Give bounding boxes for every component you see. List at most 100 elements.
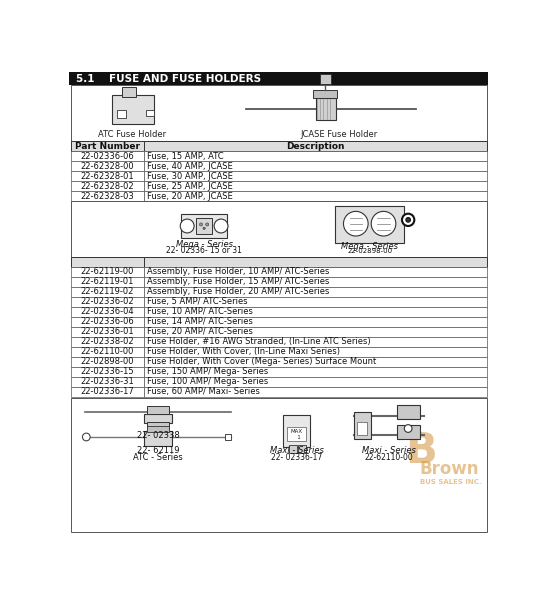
Text: 5.1    FUSE AND FUSE HOLDERS: 5.1 FUSE AND FUSE HOLDERS bbox=[76, 74, 261, 83]
Text: 22-62328-02: 22-62328-02 bbox=[81, 182, 134, 191]
Bar bbox=[147, 422, 169, 429]
Bar bbox=[289, 445, 296, 453]
Bar bbox=[144, 317, 487, 327]
Circle shape bbox=[206, 223, 209, 226]
Text: 22-62110-00: 22-62110-00 bbox=[81, 347, 134, 356]
Text: MAX
   1: MAX 1 bbox=[290, 429, 302, 440]
Text: Fuse, 20 AMP/ ATC-Series: Fuse, 20 AMP/ ATC-Series bbox=[147, 328, 253, 337]
Bar bbox=[147, 406, 169, 414]
Bar bbox=[146, 110, 154, 116]
Bar bbox=[144, 347, 487, 357]
Bar bbox=[144, 151, 487, 161]
Bar bbox=[144, 431, 172, 446]
Bar bbox=[144, 191, 487, 202]
Bar bbox=[144, 307, 487, 317]
Bar bbox=[112, 95, 154, 124]
Text: Fuse, 15 AMP, ATC: Fuse, 15 AMP, ATC bbox=[147, 152, 224, 161]
Bar bbox=[71, 297, 144, 307]
Text: Description: Description bbox=[286, 142, 345, 151]
Text: 22-02336-17: 22-02336-17 bbox=[81, 388, 134, 397]
Text: 22-02336-15: 22-02336-15 bbox=[81, 367, 134, 376]
Bar bbox=[298, 445, 306, 453]
Bar bbox=[71, 367, 144, 377]
Bar bbox=[313, 91, 337, 98]
Text: Fuse, 100 AMP/ Mega- Series: Fuse, 100 AMP/ Mega- Series bbox=[147, 377, 268, 386]
Circle shape bbox=[406, 218, 411, 222]
Bar bbox=[320, 74, 331, 83]
Text: 22-62110-00: 22-62110-00 bbox=[364, 452, 413, 461]
Bar bbox=[144, 267, 487, 277]
Text: 22-02336-04: 22-02336-04 bbox=[81, 307, 134, 316]
Text: Maxi - Series: Maxi - Series bbox=[362, 446, 416, 455]
Bar bbox=[283, 415, 311, 447]
Bar bbox=[357, 422, 367, 434]
Text: 22-02336-06: 22-02336-06 bbox=[81, 152, 134, 161]
Bar bbox=[71, 327, 144, 337]
Bar bbox=[71, 141, 144, 151]
Bar bbox=[196, 218, 212, 233]
Text: 22-02898-00: 22-02898-00 bbox=[81, 358, 134, 367]
Text: Fuse, 25 AMP, JCASE: Fuse, 25 AMP, JCASE bbox=[147, 182, 233, 191]
Bar bbox=[147, 426, 169, 433]
Text: Fuse, 40 AMP, JCASE: Fuse, 40 AMP, JCASE bbox=[147, 162, 233, 171]
Bar bbox=[71, 398, 487, 532]
Bar bbox=[71, 202, 487, 257]
Text: 22- 62119: 22- 62119 bbox=[137, 446, 179, 455]
Text: Fuse, 20 AMP, JCASE: Fuse, 20 AMP, JCASE bbox=[147, 192, 233, 201]
Text: 22-02338-02: 22-02338-02 bbox=[81, 337, 134, 346]
Text: ATC Fuse Holder: ATC Fuse Holder bbox=[98, 130, 166, 139]
Bar bbox=[159, 428, 165, 433]
Bar bbox=[144, 172, 487, 181]
Text: Fuse, 14 AMP/ ATC-Series: Fuse, 14 AMP/ ATC-Series bbox=[147, 317, 253, 326]
Bar bbox=[71, 317, 144, 327]
Text: Assembly, Fuse Holder, 10 AMP/ ATC-Series: Assembly, Fuse Holder, 10 AMP/ ATC-Serie… bbox=[147, 268, 330, 277]
Text: 22- 02338: 22- 02338 bbox=[137, 431, 180, 440]
Bar bbox=[144, 337, 487, 347]
Circle shape bbox=[203, 227, 205, 229]
Bar bbox=[71, 307, 144, 317]
Bar bbox=[71, 151, 144, 161]
Circle shape bbox=[343, 211, 368, 236]
Bar bbox=[316, 98, 336, 120]
Bar bbox=[144, 181, 487, 191]
Bar bbox=[71, 85, 487, 141]
Bar bbox=[335, 206, 404, 243]
Bar bbox=[71, 337, 144, 347]
Bar bbox=[144, 287, 487, 297]
Text: 22-62328-01: 22-62328-01 bbox=[81, 172, 134, 181]
Bar bbox=[71, 377, 144, 387]
Bar bbox=[144, 377, 487, 387]
Bar bbox=[144, 367, 487, 377]
Text: 22-02336-06: 22-02336-06 bbox=[81, 317, 134, 326]
Circle shape bbox=[83, 433, 90, 441]
Text: 22-02898-00: 22-02898-00 bbox=[347, 248, 392, 254]
Text: Assembly, Fuse Holder, 15 AMP/ ATC-Series: Assembly, Fuse Holder, 15 AMP/ ATC-Serie… bbox=[147, 277, 330, 286]
Bar bbox=[71, 181, 144, 191]
Circle shape bbox=[180, 219, 194, 233]
Text: JCASE Fuse Holder: JCASE Fuse Holder bbox=[300, 130, 378, 139]
Bar bbox=[144, 414, 172, 423]
Text: 22- 02336- 15 or 31: 22- 02336- 15 or 31 bbox=[166, 246, 242, 255]
Bar bbox=[71, 267, 144, 277]
Bar bbox=[144, 277, 487, 287]
Bar bbox=[71, 257, 144, 267]
Text: Fuse Holder, With Cover (Mega- Series) Surface Mount: Fuse Holder, With Cover (Mega- Series) S… bbox=[147, 358, 376, 367]
Text: Fuse Holder, With Cover, (In-Line Maxi Series): Fuse Holder, With Cover, (In-Line Maxi S… bbox=[147, 347, 340, 356]
Circle shape bbox=[404, 425, 412, 433]
Bar bbox=[150, 428, 156, 433]
Bar bbox=[397, 425, 420, 439]
Bar bbox=[144, 297, 487, 307]
Text: 22-02336-02: 22-02336-02 bbox=[81, 298, 134, 307]
Bar bbox=[397, 406, 420, 419]
Text: 22-02336-01: 22-02336-01 bbox=[81, 328, 134, 337]
Bar bbox=[71, 347, 144, 357]
Text: Fuse, 60 AMP/ Maxi- Series: Fuse, 60 AMP/ Maxi- Series bbox=[147, 388, 260, 397]
Text: Assembly, Fuse Holder, 20 AMP/ ATC-Series: Assembly, Fuse Holder, 20 AMP/ ATC-Serie… bbox=[147, 287, 330, 296]
Bar bbox=[144, 357, 487, 367]
Text: 22-02336-31: 22-02336-31 bbox=[81, 377, 134, 386]
Bar bbox=[144, 327, 487, 337]
Text: 22-62328-00: 22-62328-00 bbox=[81, 162, 134, 171]
Text: Mega - Series: Mega - Series bbox=[176, 240, 233, 249]
Text: Fuse, 10 AMP/ ATC-Series: Fuse, 10 AMP/ ATC-Series bbox=[147, 307, 253, 316]
Bar bbox=[71, 287, 144, 297]
